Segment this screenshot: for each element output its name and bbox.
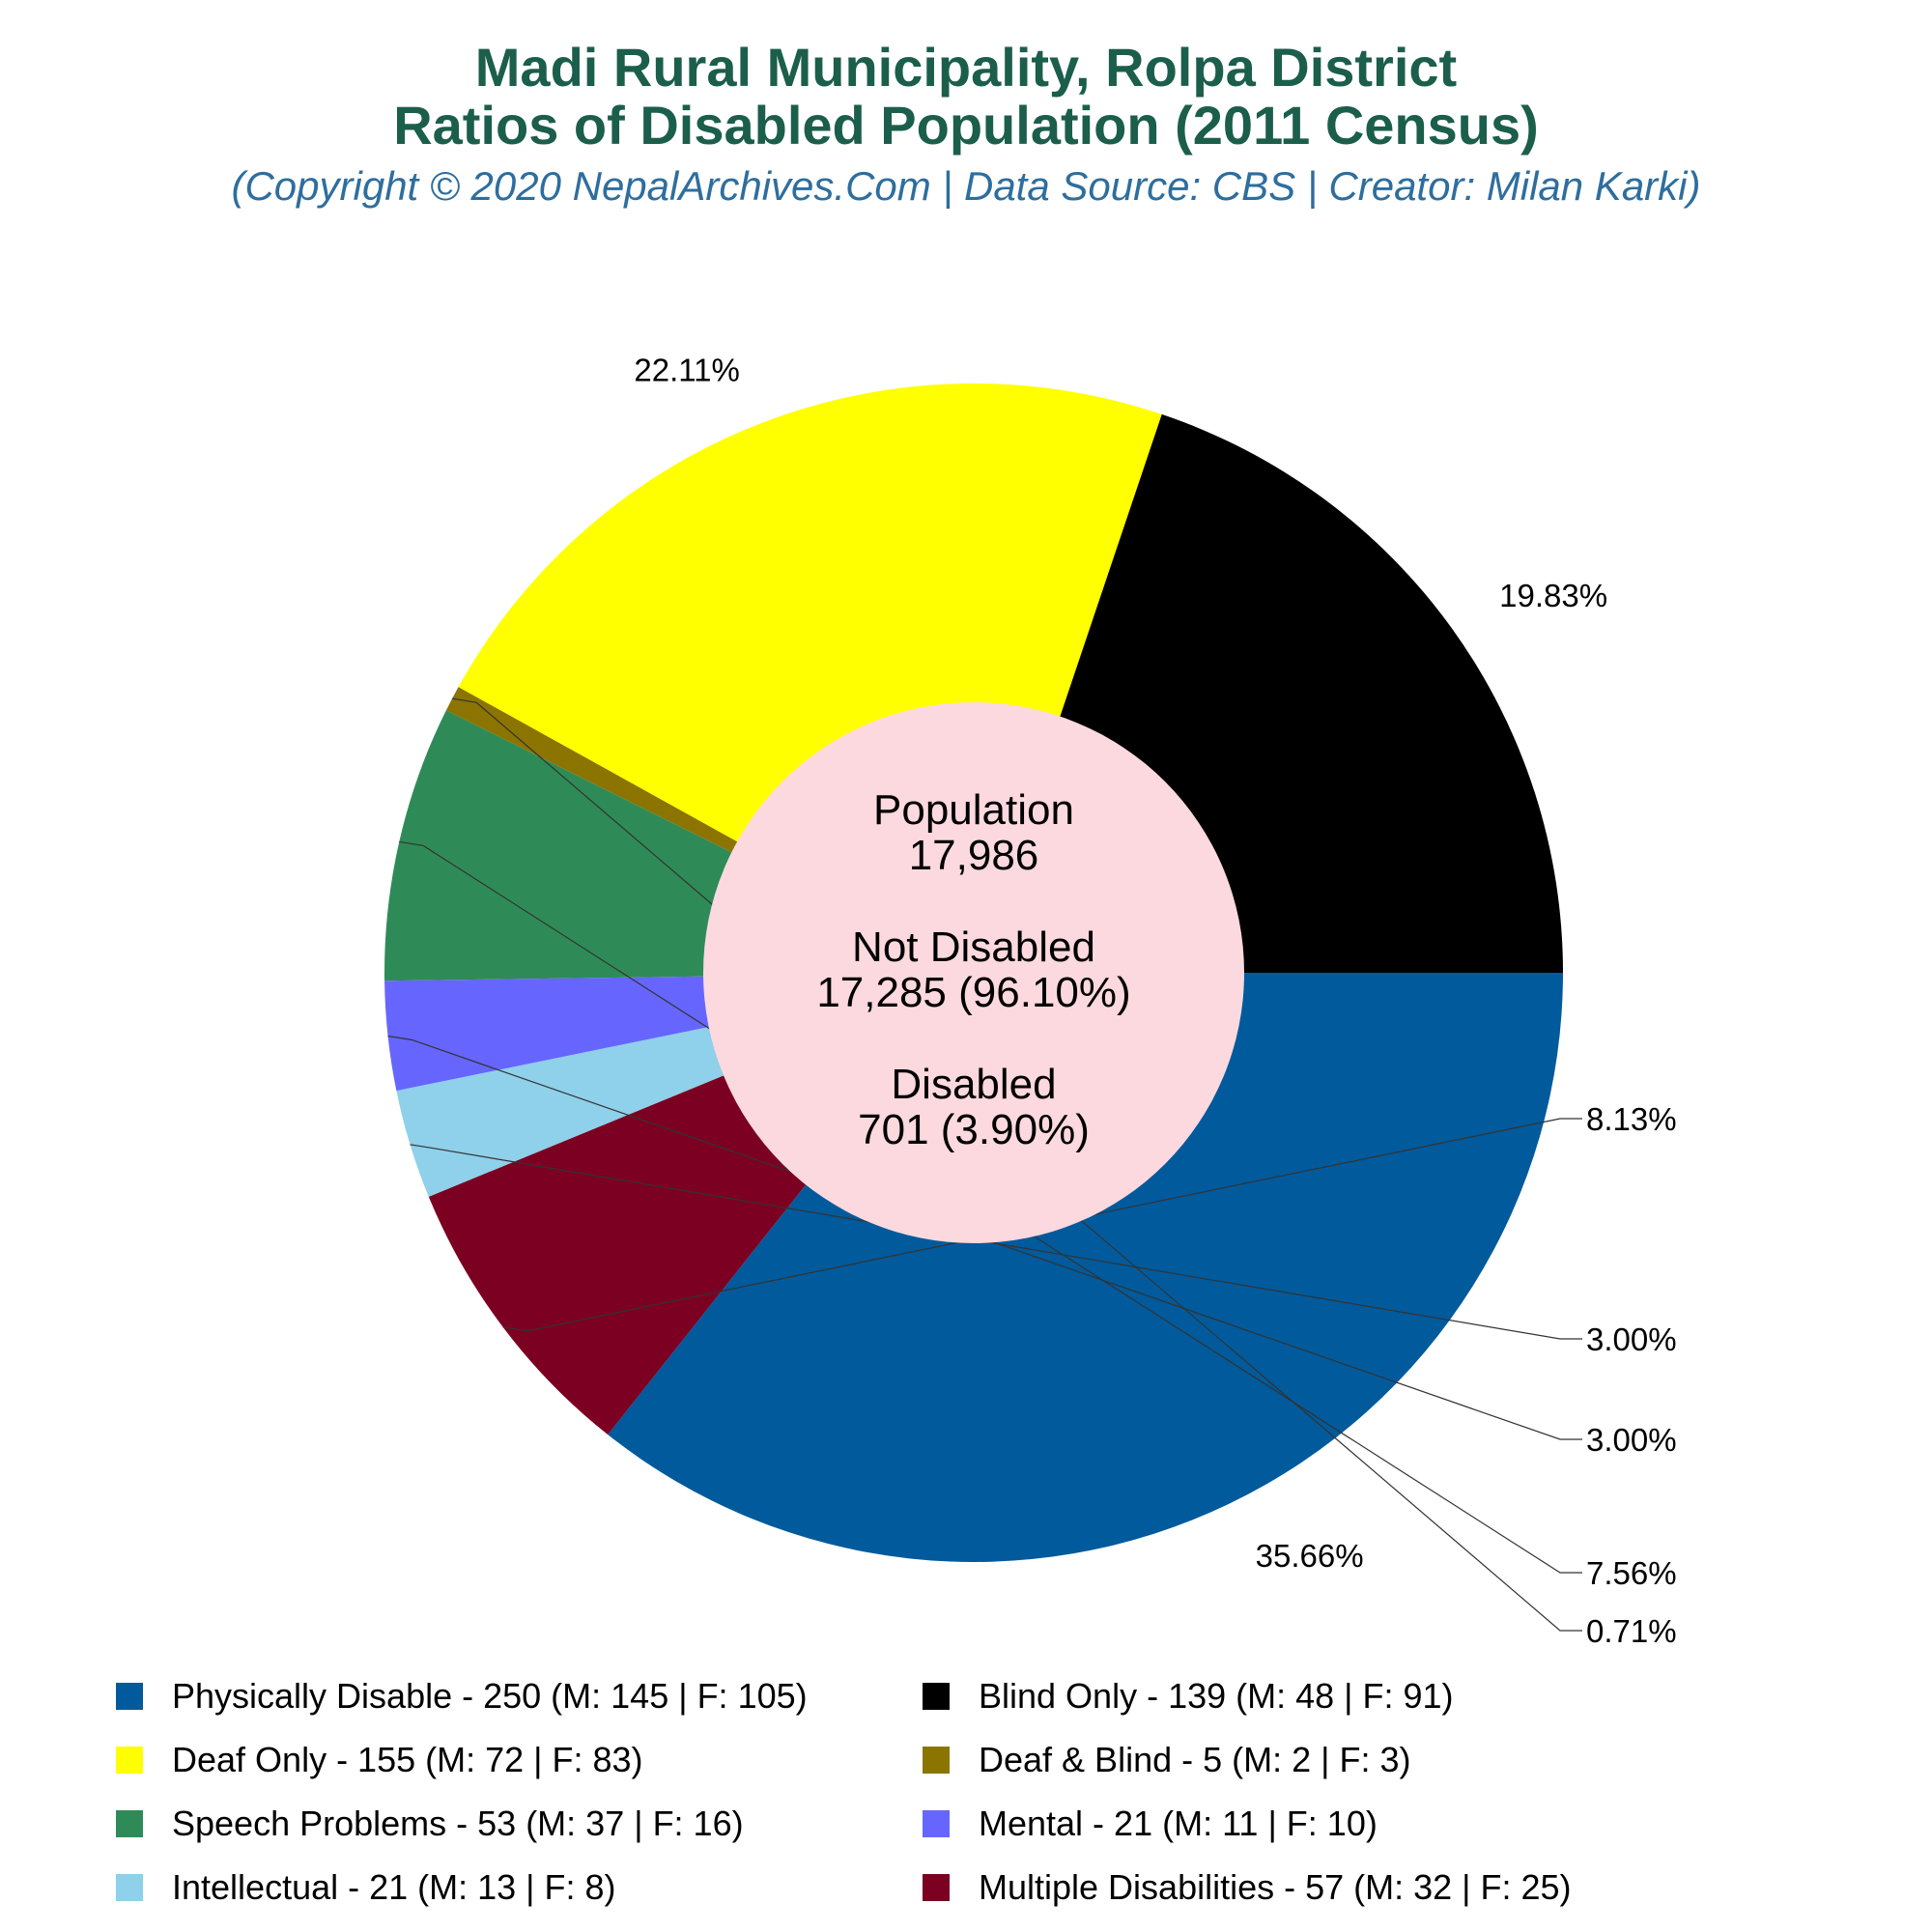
center-circle <box>703 702 1244 1243</box>
percent-label-blind-only: 19.83% <box>1499 578 1607 613</box>
center-text: Population 17,986 Not Disabled 17,285 (9… <box>816 786 1130 1153</box>
percent-label-speech-problems: 7.56% <box>1586 1555 1677 1591</box>
chart-legend: Physically Disable - 250 (M: 145 | F: 10… <box>116 1671 1758 1913</box>
legend-label: Intellectual - 21 (M: 13 | F: 8) <box>172 1867 616 1907</box>
legend-item-3: Deaf Only - 155 (M: 72 | F: 83) <box>116 1735 923 1785</box>
legend-label: Deaf & Blind - 5 (M: 2 | F: 3) <box>979 1740 1411 1779</box>
center-not-disabled-value: 17,285 (96.10%) <box>816 969 1130 1016</box>
center-disabled-label: Disabled <box>891 1061 1056 1108</box>
legend-label: Physically Disable - 250 (M: 145 | F: 10… <box>172 1676 808 1716</box>
center-not-disabled-label: Not Disabled <box>852 923 1095 971</box>
chart-title-line2: Ratios of Disabled Population (2011 Cens… <box>393 95 1539 156</box>
legend-item-4: Deaf & Blind - 5 (M: 2 | F: 3) <box>923 1735 1729 1785</box>
legend-item-2: Blind Only - 139 (M: 48 | F: 91) <box>923 1671 1729 1721</box>
legend-swatch <box>116 1747 143 1774</box>
chart-title-line1: Madi Rural Municipality, Rolpa District <box>474 37 1458 98</box>
legend-item-5: Speech Problems - 53 (M: 37 | F: 16) <box>116 1799 923 1849</box>
percent-label-mental: 3.00% <box>1586 1422 1677 1458</box>
percent-label-multiple-disabilities: 8.13% <box>1586 1101 1677 1137</box>
percent-label-physically-disable: 35.66% <box>1256 1538 1364 1574</box>
percent-label-intellectual: 3.00% <box>1586 1321 1677 1357</box>
center-population-value: 17,986 <box>909 832 1039 879</box>
chart-header: Madi Rural Municipality, Rolpa District … <box>0 39 1932 211</box>
legend-swatch <box>116 1874 143 1901</box>
legend-item-7: Intellectual - 21 (M: 13 | F: 8) <box>116 1862 923 1913</box>
chart-subtitle: (Copyright © 2020 NepalArchives.Com | Da… <box>231 163 1701 209</box>
legend-label: Multiple Disabilities - 57 (M: 32 | F: 2… <box>979 1867 1572 1907</box>
legend-label: Deaf Only - 155 (M: 72 | F: 83) <box>172 1740 643 1779</box>
legend-item-1: Physically Disable - 250 (M: 145 | F: 10… <box>116 1671 923 1721</box>
legend-swatch <box>923 1747 950 1774</box>
legend-swatch <box>116 1683 143 1710</box>
percent-labels: 35.66% 8.13% 3.00% 3.00% 7.56% 0.71% 22.11% 19.… <box>634 352 1676 1649</box>
legend-swatch <box>116 1810 143 1837</box>
center-population-label: Population <box>873 786 1074 834</box>
slice-physically-disable <box>608 973 1563 1562</box>
percent-label-deaf-only: 22.11% <box>634 352 739 387</box>
legend-item-6: Mental - 21 (M: 11 | F: 10) <box>923 1799 1729 1849</box>
legend-swatch <box>923 1810 950 1837</box>
legend-item-8: Multiple Disabilities - 57 (M: 32 | F: 2… <box>923 1862 1729 1913</box>
legend-swatch <box>923 1874 950 1901</box>
legend-swatch <box>923 1683 950 1710</box>
legend-label: Speech Problems - 53 (M: 37 | F: 16) <box>172 1804 744 1843</box>
legend-label: Blind Only - 139 (M: 48 | F: 91) <box>979 1676 1454 1716</box>
legend-label: Mental - 21 (M: 11 | F: 10) <box>979 1804 1378 1843</box>
center-disabled-value: 701 (3.90%) <box>858 1106 1090 1153</box>
percent-label-deaf-and-blind: 0.71% <box>1586 1613 1677 1649</box>
